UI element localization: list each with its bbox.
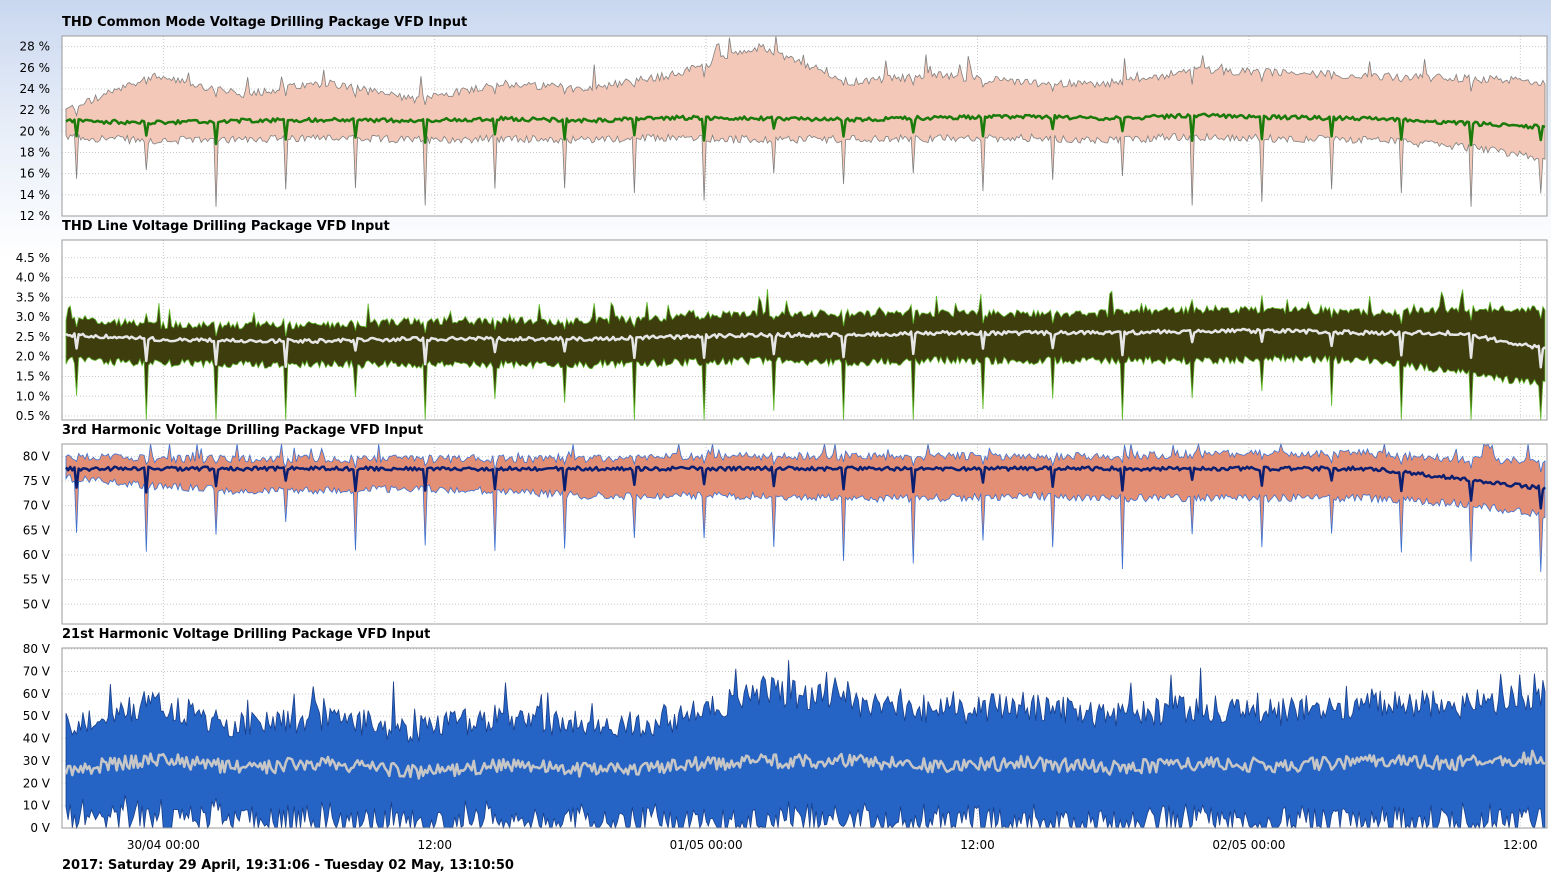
y-tick-label: 14 % bbox=[20, 188, 51, 202]
y-tick-label: 60 V bbox=[23, 548, 51, 562]
y-tick-label: 30 V bbox=[23, 754, 51, 768]
y-tick-label: 20 % bbox=[20, 124, 51, 138]
y-tick-label: 3.0 % bbox=[16, 310, 50, 324]
y-tick-label: 0 V bbox=[30, 821, 50, 835]
y-tick-label: 28 % bbox=[20, 40, 51, 54]
y-tick-label: 50 V bbox=[23, 597, 51, 611]
y-tick-label: 55 V bbox=[23, 573, 51, 587]
plot-frame-4 bbox=[61, 647, 1548, 829]
x-tick-label: 12:00 bbox=[417, 838, 452, 852]
y-tick-label: 80 V bbox=[23, 642, 51, 656]
y-tick-label: 70 V bbox=[23, 499, 51, 513]
chart-panel-2: 0.5 % 1.0 % 1.5 % 2.0 % 2.5 % 3.0 % 3.5 % 4.0 %… bbox=[16, 239, 1548, 423]
y-tick-label: 80 V bbox=[23, 449, 51, 463]
y-tick-label: 65 V bbox=[23, 523, 51, 537]
min-max-band-3 bbox=[65, 442, 1546, 573]
y-tick-label: 4.0 % bbox=[16, 271, 50, 285]
min-max-band-1 bbox=[65, 35, 1546, 207]
average-line-2 bbox=[65, 327, 1546, 369]
x-tick-label: 30/04 00:00 bbox=[127, 838, 200, 852]
y-tick-label: 70 V bbox=[23, 664, 51, 678]
y-tick-label: 75 V bbox=[23, 474, 51, 488]
panel-4-title: 21st Harmonic Voltage Drilling Package V… bbox=[62, 627, 431, 642]
y-tick-label: 1.5 % bbox=[16, 369, 50, 383]
y-tick-label: 3.5 % bbox=[16, 290, 50, 304]
y-tick-label: 4.5 % bbox=[16, 251, 50, 265]
y-tick-label: 60 V bbox=[23, 687, 51, 701]
y-tick-label: 24 % bbox=[20, 82, 51, 96]
y-tick-label: 10 V bbox=[23, 799, 51, 813]
y-tick-label: 20 V bbox=[23, 776, 51, 790]
y-tick-label: 2.5 % bbox=[16, 330, 50, 344]
plot-frame-3 bbox=[61, 443, 1548, 625]
chart-panel-3: 50 V 55 V 60 V 65 V 70 V 75 V 80 V bbox=[23, 442, 1548, 625]
panel-1-title: THD Common Mode Voltage Drilling Package… bbox=[62, 15, 468, 30]
average-line-3 bbox=[64, 465, 1546, 510]
panel-3-title: 3rd Harmonic Voltage Drilling Package VF… bbox=[62, 423, 424, 438]
average-line-4 bbox=[64, 749, 1546, 780]
y-tick-label: 40 V bbox=[23, 732, 51, 746]
plot-frame-1 bbox=[61, 35, 1548, 217]
y-tick-label: 16 % bbox=[20, 167, 51, 181]
y-tick-label: 0.5 % bbox=[16, 409, 50, 423]
y-tick-label: 50 V bbox=[23, 709, 51, 723]
x-tick-label: 02/05 00:00 bbox=[1212, 838, 1285, 852]
y-tick-label: 18 % bbox=[20, 145, 51, 159]
y-tick-label: 1.0 % bbox=[16, 389, 50, 403]
chart-panel-1: 12 % 14 % 16 % 18 % 20 % 22 % 24 % 26 % 28 % bbox=[20, 35, 1548, 223]
average-line-1 bbox=[65, 112, 1546, 147]
y-tick-label: 2.0 % bbox=[16, 350, 50, 364]
min-max-band-2 bbox=[65, 289, 1546, 421]
x-tick-label: 12:00 bbox=[960, 838, 995, 852]
y-tick-label: 12 % bbox=[20, 209, 51, 223]
time-range-footer: 2017: Saturday 29 April, 19:31:06 - Tues… bbox=[62, 858, 514, 873]
y-tick-label: 22 % bbox=[20, 103, 51, 117]
x-tick-label: 12:00 bbox=[1503, 838, 1538, 852]
chart-panel-4: 0 V 10 V 20 V 30 V 40 V 50 V 60 V 70 V 80 V bbox=[23, 642, 1548, 835]
panel-2-title: THD Line Voltage Drilling Package VFD In… bbox=[62, 219, 390, 234]
y-tick-label: 26 % bbox=[20, 61, 51, 75]
plot-frame-2 bbox=[61, 239, 1548, 421]
x-tick-label: 01/05 00:00 bbox=[670, 838, 743, 852]
